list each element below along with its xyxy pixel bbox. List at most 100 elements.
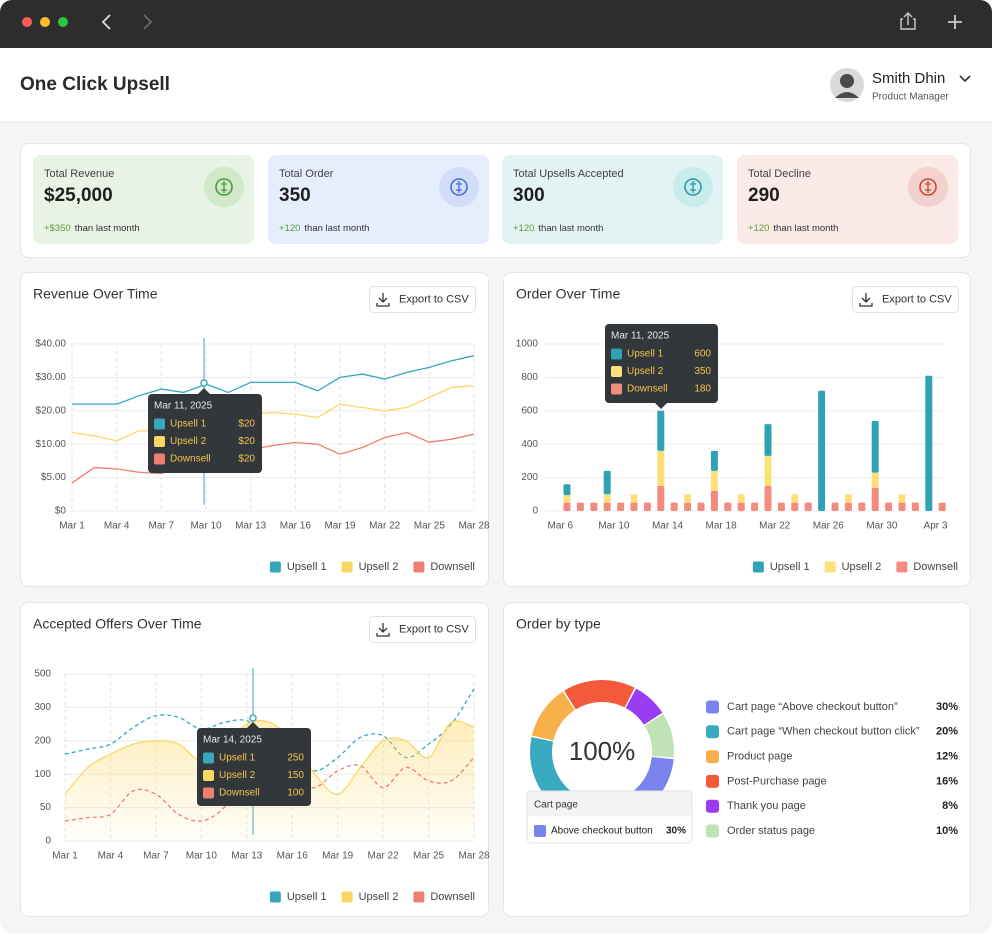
bar-segment [764, 424, 772, 456]
y-tick-label: 800 [521, 372, 538, 383]
export-button-bg [852, 286, 959, 313]
y-tick-label: 50 [40, 802, 52, 813]
avatar-head [840, 74, 854, 88]
share-button[interactable] [900, 12, 916, 30]
bar-segment [657, 410, 665, 451]
stat-icon-glyph [456, 181, 462, 193]
x-tick-label: Mar 25 [413, 851, 445, 862]
bar-segment [603, 502, 611, 511]
user-menu-toggle[interactable] [959, 75, 971, 83]
stat-icon [450, 178, 468, 196]
tooltip-title: Mar 14, 2025 [203, 735, 262, 746]
tooltip-swatch [154, 436, 165, 447]
stat-delta-value: +$350 [44, 223, 71, 234]
tooltip-header [527, 791, 692, 817]
stat-icon-glyph [221, 181, 227, 193]
tooltip: Mar 14, 2025 Upsell 1 250 Upsell 2 150 Downse… [197, 722, 311, 806]
legend-swatch [896, 561, 908, 573]
tooltip: Cart page Above checkout button 30% [526, 790, 693, 844]
tooltip-bg [197, 728, 311, 806]
bar-segment [710, 490, 718, 511]
stats-panel [20, 143, 971, 258]
legend-swatch [269, 891, 281, 903]
x-tick-label: Mar 28 [458, 521, 490, 532]
minimize-dot[interactable] [40, 17, 50, 27]
export-label: Export to CSV [399, 623, 469, 635]
x-tick-label: Mar 7 [149, 521, 175, 532]
legend-label: Post-Purchase page [727, 775, 827, 787]
tooltip-title: Cart page [534, 800, 578, 811]
chart-title: Order Over Time [516, 286, 620, 302]
legend-label: Upsell 2 [842, 561, 882, 573]
donut-segment [625, 688, 663, 725]
legend-value: 12% [936, 751, 958, 763]
legend-label: Upsell 1 [287, 561, 327, 573]
legend-label: Downsell [430, 891, 475, 903]
y-tick-label: 200 [34, 735, 51, 746]
stat-icon [684, 178, 702, 196]
zoom-dot[interactable] [58, 17, 68, 27]
x-tick-label: Mar 4 [104, 521, 130, 532]
legend-swatch [341, 561, 353, 573]
legend-label: Cart page “Above checkout button” [727, 701, 898, 713]
x-tick-label: Mar 22 [759, 521, 791, 532]
x-tick-label: Mar 28 [458, 851, 490, 862]
close-dot[interactable] [22, 17, 32, 27]
tooltip-series: Upsell 1 [219, 753, 256, 764]
y-tick-label: 200 [521, 472, 538, 483]
tooltip-value: 100 [287, 788, 304, 799]
legend-swatch [706, 799, 719, 813]
export-label: Export to CSV [399, 293, 469, 305]
bar-segment [710, 450, 718, 471]
stat-card [268, 155, 489, 244]
bar-segment [871, 487, 879, 511]
tooltip-value: $20 [238, 419, 255, 430]
x-tick-label: Mar 1 [52, 851, 78, 862]
chart-title: Revenue Over Time [33, 286, 158, 302]
stat-card [502, 155, 723, 244]
tooltip-swatch [611, 348, 622, 360]
bar-segment [751, 502, 759, 511]
legend-value: 30% [936, 701, 958, 713]
legend-value: 16% [936, 775, 958, 787]
x-tick-label: Mar 18 [706, 521, 738, 532]
stat-label: Total Decline [748, 168, 811, 180]
export-button[interactable]: Export to CSV [369, 286, 476, 313]
x-tick-label: Mar 19 [324, 521, 356, 532]
bar-segment [737, 494, 745, 503]
bar-segment [764, 485, 772, 511]
tooltip-bg [605, 324, 718, 403]
bar-segment [871, 472, 879, 488]
x-tick-label: Mar 26 [813, 521, 845, 532]
tooltip-title: Mar 11, 2025 [154, 401, 213, 412]
legend-label: Cart page “When checkout button click” [727, 726, 920, 738]
forward-button[interactable] [143, 14, 153, 30]
tooltip-bg [148, 394, 262, 473]
bar-segment [938, 502, 946, 511]
export-button[interactable]: Export to CSV [369, 616, 476, 643]
stat-delta: +120 than last month [513, 223, 603, 234]
y-tick-label: 1000 [516, 339, 539, 350]
chart-title: Order by type [516, 616, 601, 632]
y-tick-label: $10.00 [35, 439, 66, 450]
back-button[interactable] [101, 14, 111, 30]
stat-value: 350 [279, 185, 311, 206]
y-tick-label: $0 [55, 506, 67, 517]
bar-segment [697, 502, 705, 511]
new-tab-button[interactable] [948, 15, 962, 29]
stat-delta-note: than last month [538, 223, 603, 234]
stat-delta: +120 than last month [279, 223, 369, 234]
legend-value: 10% [936, 825, 958, 837]
tooltip-series: Upsell 2 [219, 770, 256, 781]
stat-delta-note: than last month [304, 223, 369, 234]
bar-segment [791, 494, 799, 503]
x-tick-label: Mar 13 [235, 521, 267, 532]
x-tick-label: Mar 10 [186, 851, 218, 862]
export-button[interactable]: Export to CSV [852, 286, 959, 313]
bar-segment [844, 502, 852, 511]
tooltip-series: Downsell [627, 384, 668, 395]
tooltip-value: 600 [694, 349, 711, 360]
download-icon [376, 293, 390, 307]
export-button-bg [369, 616, 476, 643]
